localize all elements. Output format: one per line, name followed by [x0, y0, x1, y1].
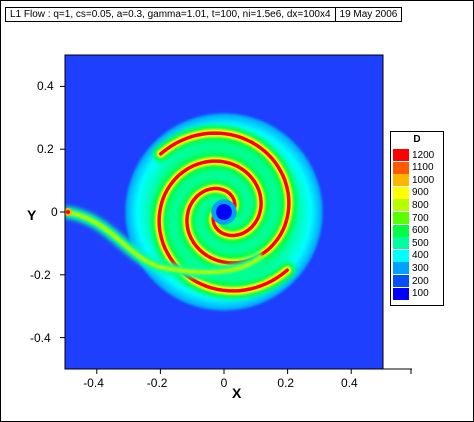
legend-label: 500: [412, 237, 429, 249]
simulation-info: L1 Flow : q=1, cs=0.05, a=0.3, gamma=1.0…: [10, 9, 331, 20]
y-tick-label: -0.2: [30, 267, 51, 282]
legend-entry: 900: [393, 186, 429, 199]
legend-swatch: [393, 161, 409, 174]
stream-origin-core: [66, 210, 70, 214]
date-label: 19 May 2006: [334, 8, 402, 21]
legend-entry: 1100: [393, 161, 434, 174]
legend-swatch: [393, 149, 409, 161]
legend-entry: 200: [393, 275, 429, 287]
y-tick-label: 0.2: [37, 142, 54, 157]
x-tick-label: 0.2: [277, 376, 295, 390]
axis-ticks: [60, 85, 412, 374]
legend-swatch: [393, 199, 409, 212]
legend-label: 800: [412, 199, 429, 211]
legend-label: 300: [412, 262, 429, 274]
legend-label: 100: [412, 288, 429, 300]
x-tick-label: -0.4: [83, 376, 104, 390]
legend-entry: 1200: [393, 149, 434, 161]
legend-swatch: [393, 224, 409, 237]
legend-swatch: [393, 249, 409, 262]
legend-label: 700: [412, 212, 429, 224]
y-tick-label: -0.4: [30, 330, 51, 345]
legend-title: D: [413, 134, 421, 145]
y-tick-label: 0.4: [37, 79, 54, 94]
x-axis-title: X: [232, 385, 242, 401]
x-tick-label: 0: [220, 376, 228, 390]
y-tick-label: 0: [51, 205, 58, 219]
legend-label: 400: [412, 250, 429, 262]
legend-label: 1200: [412, 149, 435, 161]
legend-entry: 300: [393, 262, 429, 275]
legend-entry: 400: [393, 249, 429, 262]
legend-entry: 700: [393, 212, 429, 224]
x-tick-label: -0.2: [146, 376, 168, 390]
x-tick-label: 0.4: [341, 376, 358, 390]
legend-label: 600: [412, 225, 429, 237]
legend-entry: 1000: [393, 174, 435, 187]
legend-entry: 100: [393, 287, 429, 300]
inflow-stream: [65, 210, 264, 275]
density-field: [65, 113, 323, 311]
spiral-arm-a-core: [158, 131, 291, 265]
legend-swatch: [393, 262, 409, 275]
legend-swatch: [393, 287, 409, 300]
core-region: [216, 204, 232, 220]
colorbar-legend: D 1200 1100 1000 900 800 700 600 500 400 300 200 10…: [390, 131, 444, 306]
legend-entry: 800: [393, 199, 429, 212]
y-axis-title: Y: [27, 207, 37, 223]
title-bar: L1 Flow : q=1, cs=0.05, a=0.3, gamma=1.0…: [5, 7, 403, 22]
legend-label: 1100: [412, 162, 434, 174]
legend-swatch: [393, 186, 409, 199]
legend-entry: 600: [393, 224, 429, 237]
legend-label: 200: [412, 275, 429, 287]
legend-swatch: [393, 212, 409, 224]
legend-swatch: [393, 237, 409, 250]
legend-swatch: [393, 174, 409, 187]
legend-entry: 500: [393, 237, 429, 250]
legend-label: 1000: [412, 174, 435, 186]
legend-swatch: [393, 275, 409, 287]
legend-label: 900: [412, 187, 429, 199]
